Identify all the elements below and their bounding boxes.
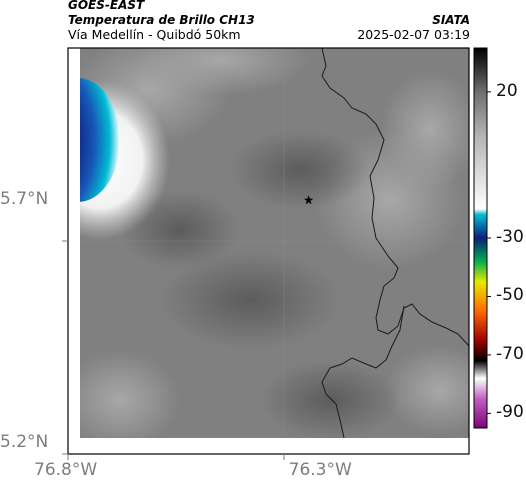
- location-label: Vía Medellín - Quibdó 50km: [68, 27, 241, 42]
- colorbar-ticks: [487, 91, 491, 414]
- boundary-lines: [321, 48, 469, 438]
- colorbar-tick-label: -50: [496, 285, 524, 306]
- lon-tick-label: 76.8°W: [34, 460, 98, 480]
- colorbar-tick-label: 20: [496, 80, 518, 101]
- lat-tick-label: 5.2°N: [0, 432, 49, 452]
- lon-tick-label: 76.3°W: [288, 460, 352, 480]
- lat-tick-label: 5.7°N: [0, 189, 49, 210]
- brightness-temperature-image: [80, 48, 469, 438]
- location-star-icon: [303, 195, 314, 205]
- satellite-source: GOES-EAST: [68, 0, 145, 12]
- colorbar: [474, 48, 487, 428]
- colorbar-tick-label: -70: [496, 343, 524, 364]
- colorbar-tick-label: -90: [496, 402, 524, 423]
- map-frame: [67, 47, 470, 455]
- colorbar-tick-label: -30: [496, 227, 524, 247]
- product-title: Temperatura de Brillo CH13: [68, 13, 255, 27]
- timestamp-label: 2025-02-07 03:19: [357, 27, 470, 42]
- organization-label: SIATA: [432, 13, 470, 27]
